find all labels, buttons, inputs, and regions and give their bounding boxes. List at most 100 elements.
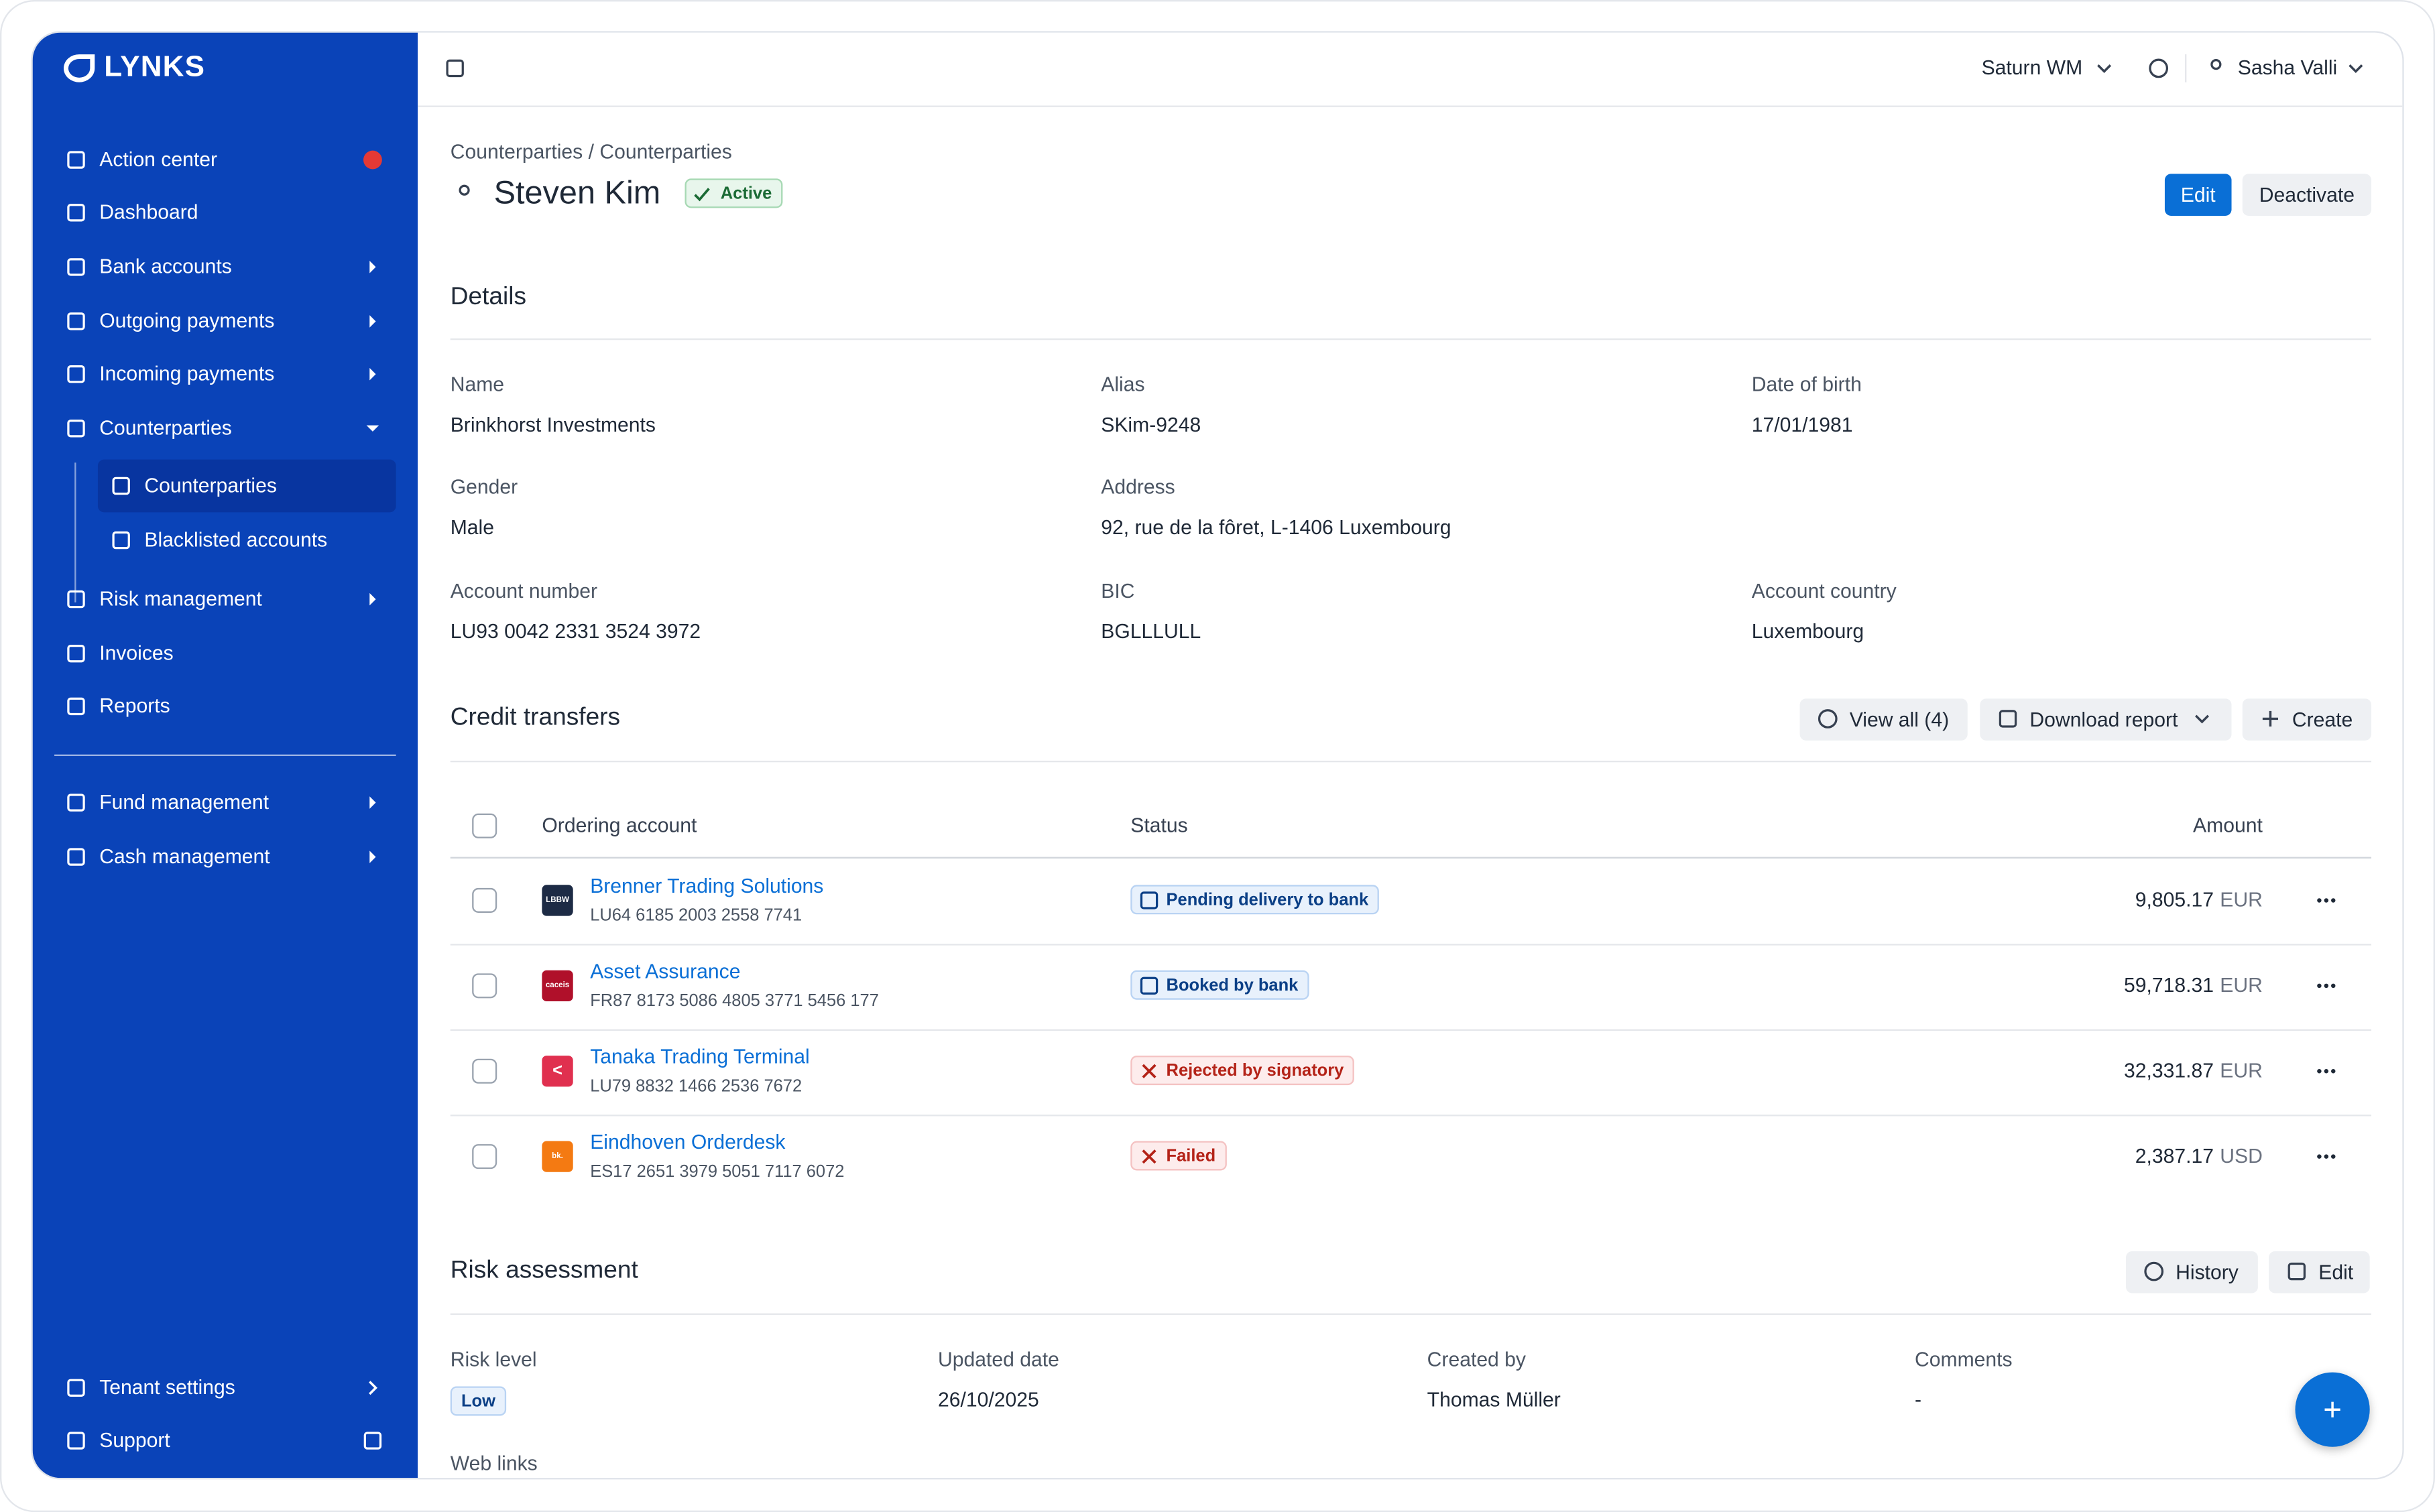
icon xyxy=(67,697,85,716)
icon xyxy=(363,1432,382,1450)
deactivate-button[interactable]: Deactivate xyxy=(2242,174,2371,216)
icon xyxy=(67,848,85,866)
field-label: Account country xyxy=(1751,578,1897,603)
icon xyxy=(2144,1261,2164,1281)
nav-label[interactable]: Invoices xyxy=(99,641,174,665)
field-label: Name xyxy=(450,372,505,396)
nav-label[interactable]: Reports xyxy=(99,694,170,718)
icon[interactable] xyxy=(2316,975,2337,997)
nav-label[interactable]: Cash management xyxy=(99,844,270,868)
counterparty-link[interactable]: Asset Assurance xyxy=(590,959,741,983)
field-value: BGLLLULL xyxy=(1101,619,1201,643)
brand: LYNKS xyxy=(104,51,206,84)
column-header: Amount xyxy=(2193,813,2263,837)
icon xyxy=(1999,710,2017,728)
nav-label[interactable]: Blacklisted accounts xyxy=(144,527,328,552)
counterparty-link[interactable]: Tanaka Trading Terminal xyxy=(590,1044,810,1068)
nav-label[interactable]: Tenant settings xyxy=(99,1375,235,1399)
nav-label[interactable]: Bank accounts xyxy=(99,254,232,278)
amount: 9,805.17 EUR xyxy=(1941,885,2263,916)
currency: EUR xyxy=(2220,1058,2263,1082)
counterparty-logo: bk. xyxy=(542,1141,573,1172)
field-label: Alias xyxy=(1101,372,1145,396)
divider xyxy=(450,1115,2371,1117)
nav-label[interactable]: Action center xyxy=(99,147,217,171)
amount-value: 9,805.17 xyxy=(2135,887,2214,911)
icon xyxy=(369,367,376,381)
icon xyxy=(1142,1064,1156,1078)
icon xyxy=(1140,976,1159,995)
section-title: Credit transfers xyxy=(450,704,621,731)
icon xyxy=(369,796,376,809)
field-label: Updated date xyxy=(938,1347,1059,1371)
counterparty-logo: LBBW xyxy=(542,885,573,916)
nav-label[interactable]: Incoming payments xyxy=(99,361,275,385)
icon xyxy=(67,258,85,276)
main: Saturn WM Sasha Valli Counterparties / Cou… xyxy=(418,33,2403,1478)
icon xyxy=(369,261,376,273)
action-button[interactable]: Edit xyxy=(2269,1251,2370,1294)
checkbox[interactable] xyxy=(472,887,497,913)
icon[interactable] xyxy=(2316,889,2337,911)
checkbox[interactable] xyxy=(472,1144,497,1170)
alert-dot xyxy=(363,150,382,170)
workspace-switcher[interactable]: Saturn WM xyxy=(1981,56,2083,80)
icon xyxy=(1818,709,1838,729)
action-button[interactable]: View all (4) xyxy=(1799,698,1968,741)
icon xyxy=(366,425,379,432)
icon xyxy=(67,420,85,438)
icon xyxy=(2288,1262,2306,1281)
status-badge: Failed xyxy=(1130,1141,1227,1171)
field-value: 17/01/1981 xyxy=(1751,413,1853,436)
checkbox[interactable] xyxy=(472,973,497,999)
counterparty-link[interactable]: Brenner Trading Solutions xyxy=(590,874,824,897)
icon xyxy=(369,1381,378,1395)
field-value: Thomas Müller xyxy=(1427,1387,1561,1411)
breadcrumb: Counterparties / Counterparties xyxy=(450,139,732,164)
amount-value: 2,387.17 xyxy=(2135,1144,2214,1168)
action-button[interactable]: Download report xyxy=(1980,698,2232,741)
edit-button[interactable]: Edit xyxy=(2164,174,2232,216)
nav-label[interactable]: Fund management xyxy=(99,790,270,814)
icon xyxy=(446,59,464,78)
field-value: Brinkhorst Investments xyxy=(450,413,656,436)
nav-label[interactable]: Risk management xyxy=(99,586,262,611)
divider xyxy=(450,338,2371,340)
nav-item[interactable] xyxy=(97,459,396,513)
nav-label[interactable]: Dashboard xyxy=(99,200,198,224)
icon xyxy=(694,188,710,202)
icon[interactable] xyxy=(2316,1060,2337,1082)
divider xyxy=(450,1029,2371,1031)
checkbox[interactable] xyxy=(472,1058,497,1084)
risk-badge: Low xyxy=(450,1386,507,1416)
icon xyxy=(67,1379,85,1397)
iban: LU79 8832 1466 2536 7672 xyxy=(590,1077,803,1096)
icon[interactable] xyxy=(2316,1145,2337,1167)
counterparty-link[interactable]: Eindhoven Orderdesk xyxy=(590,1130,786,1154)
checkbox[interactable] xyxy=(472,813,497,838)
field-label: Date of birth xyxy=(1751,372,1862,396)
action-button[interactable]: History xyxy=(2126,1251,2258,1294)
nav-label[interactable]: Counterparties xyxy=(99,416,232,440)
field-label: Web links xyxy=(450,1451,538,1475)
field-value: 26/10/2025 xyxy=(938,1387,1039,1411)
field-value: 92, rue de la fôret, L-1406 Luxembourg xyxy=(1101,515,1451,539)
field-label: BIC xyxy=(1101,578,1135,603)
divider xyxy=(450,760,2371,763)
nav-label[interactable]: Support xyxy=(99,1428,170,1452)
amount-value: 32,331.87 xyxy=(2124,1058,2214,1082)
field-value: Luxembourg xyxy=(1751,619,1864,643)
icon xyxy=(459,184,470,196)
nav-label[interactable]: Outgoing payments xyxy=(99,308,275,332)
field-label: Account number xyxy=(450,578,598,603)
divider xyxy=(54,754,396,757)
user-menu[interactable]: Sasha Valli xyxy=(2237,56,2338,80)
icon xyxy=(67,151,85,169)
nav-label[interactable]: Counterparties xyxy=(144,473,277,497)
icon xyxy=(67,312,85,330)
sidebar: LYNKS Action center Dashboard Bank accounts… xyxy=(32,32,418,1478)
field-value: Male xyxy=(450,515,495,539)
divider xyxy=(418,105,2403,107)
column-header: Ordering account xyxy=(542,813,697,837)
